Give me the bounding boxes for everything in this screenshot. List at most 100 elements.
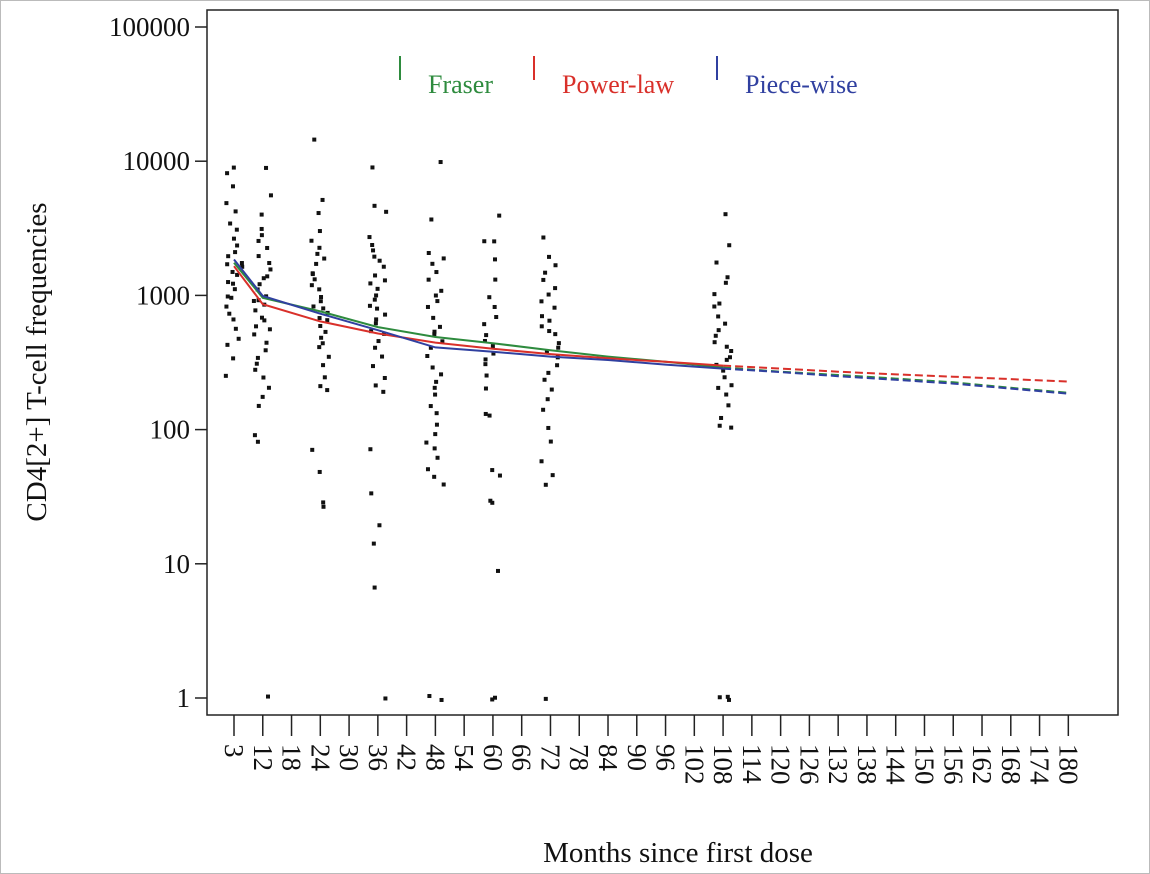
x-tick-label: 138 — [852, 744, 882, 785]
x-tick-label: 174 — [1025, 744, 1055, 785]
data-point — [320, 341, 325, 346]
data-point — [373, 321, 378, 326]
data-point — [556, 345, 561, 350]
data-point — [375, 286, 380, 291]
data-point — [311, 304, 316, 309]
data-point — [323, 329, 328, 334]
x-tick-label: 132 — [823, 744, 853, 785]
fit-line-fraser — [233, 262, 724, 369]
data-point — [310, 447, 315, 452]
data-point — [368, 281, 373, 286]
data-point — [729, 383, 734, 388]
data-point — [369, 491, 374, 496]
data-point — [231, 236, 236, 241]
data-point — [371, 541, 376, 546]
data-point — [321, 363, 326, 368]
data-point — [726, 403, 731, 408]
data-point — [541, 235, 546, 240]
data-point — [543, 270, 548, 275]
data-point — [321, 306, 326, 311]
data-point — [494, 315, 499, 320]
data-point — [434, 411, 439, 416]
data-point — [491, 351, 496, 356]
data-point — [543, 696, 548, 701]
data-point — [310, 272, 315, 277]
data-point — [437, 324, 442, 329]
data-point — [239, 261, 244, 266]
data-point — [713, 333, 718, 338]
data-point — [430, 365, 435, 370]
data-point — [722, 375, 727, 380]
data-point — [716, 328, 721, 333]
legend-label: Piece-wise — [745, 70, 858, 99]
data-point — [374, 293, 379, 298]
data-point — [490, 344, 495, 349]
data-point — [727, 355, 732, 360]
data-point — [434, 422, 439, 427]
x-tick-label: 3 — [219, 744, 249, 758]
data-point — [254, 324, 259, 329]
x-tick-label: 60 — [478, 744, 508, 771]
data-point — [433, 432, 438, 437]
data-point — [724, 344, 729, 349]
data-point — [547, 254, 552, 259]
data-point — [252, 433, 257, 438]
data-point — [231, 281, 236, 286]
data-point — [432, 474, 437, 479]
x-tick-label: 180 — [1053, 744, 1083, 785]
y-tick-label: 10000 — [123, 146, 191, 176]
data-point — [373, 345, 378, 350]
data-point — [482, 338, 487, 343]
x-tick-label: 162 — [967, 744, 997, 785]
data-point — [377, 258, 382, 263]
data-point — [372, 254, 377, 259]
data-point — [321, 500, 326, 505]
scatter-points — [223, 137, 734, 702]
data-point — [263, 348, 268, 353]
y-tick-label: 1 — [177, 683, 191, 713]
data-point — [233, 250, 238, 255]
data-point — [228, 221, 233, 226]
data-point — [255, 439, 260, 444]
data-point — [717, 423, 722, 428]
data-point — [382, 278, 387, 283]
data-point — [545, 397, 550, 402]
data-point — [314, 261, 319, 266]
data-point — [487, 295, 492, 300]
fit-line-power-law — [233, 265, 724, 367]
data-point — [492, 304, 497, 309]
data-point — [429, 217, 434, 222]
data-point — [268, 193, 273, 198]
data-point — [257, 282, 262, 287]
data-point — [428, 404, 433, 409]
data-point — [544, 349, 549, 354]
data-point — [267, 261, 272, 266]
data-point — [373, 383, 378, 388]
data-point — [232, 287, 237, 292]
data-point — [547, 318, 552, 323]
data-point — [265, 245, 270, 250]
data-point — [490, 468, 495, 473]
data-point — [553, 332, 558, 337]
data-point — [439, 697, 444, 702]
data-point — [316, 211, 321, 216]
x-tick-label: 168 — [996, 744, 1026, 785]
data-point — [493, 277, 498, 282]
data-point — [253, 367, 258, 372]
data-point — [225, 262, 230, 267]
data-point — [539, 459, 544, 464]
x-tick-label: 54 — [449, 744, 479, 772]
data-point — [265, 694, 270, 699]
y-tick-label: 100 — [150, 415, 191, 445]
data-point — [236, 336, 241, 341]
x-axis: 3121824303642485460667278849096102108114… — [219, 715, 1083, 785]
x-axis-title: Months since first dose — [543, 837, 813, 869]
data-point — [482, 322, 487, 327]
y-axis-title: CD4[2+] T-cell frequencies — [21, 202, 53, 521]
data-point — [440, 339, 445, 344]
data-point — [325, 388, 330, 393]
data-point — [371, 248, 376, 253]
data-point — [729, 425, 734, 430]
x-tick-label: 84 — [593, 744, 623, 772]
